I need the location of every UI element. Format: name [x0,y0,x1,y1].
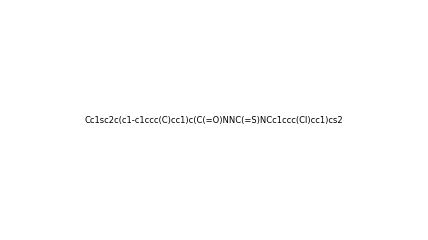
Text: Cc1sc2c(c1-c1ccc(C)cc1)c(C(=O)NNC(=S)NCc1ccc(Cl)cc1)cs2: Cc1sc2c(c1-c1ccc(C)cc1)c(C(=O)NNC(=S)NCc… [85,115,343,125]
